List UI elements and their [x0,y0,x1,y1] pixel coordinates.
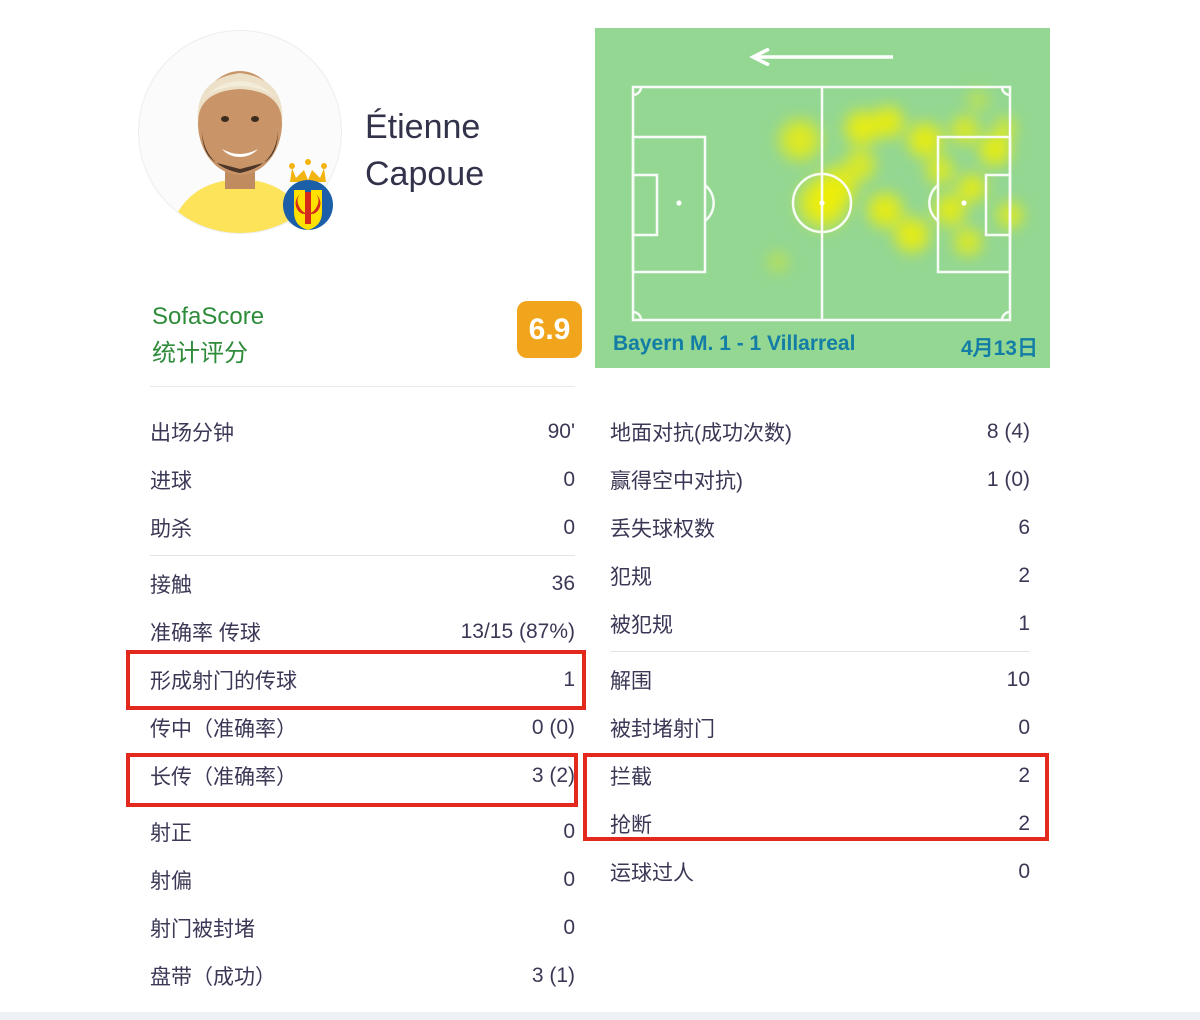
stat-row-key-passes: 形成射门的传球 1 [150,668,575,693]
stat-row-was-fouled: 被犯规 1 [610,612,1030,637]
stat-row-shots-off-target: 射偏 0 [150,868,575,893]
stat-row-goals: 进球 0 [150,468,575,493]
row-spacer [150,800,575,808]
villarreal-badge-icon [282,158,334,234]
rating-source-label: SofaScore 统计评分 [152,298,264,372]
match-info-bar[interactable]: Bayern M. 1 - 1 Villarreal 4月13日 [613,332,1038,362]
match-score-label[interactable]: Bayern M. 1 - 1 Villarreal [613,332,856,355]
stat-row-shots-on-target: 射正 0 [150,820,575,845]
stats-column-left: 出场分钟 90' 进球 0 助杀 0 接触 36 准确率 传球 13/15 (8… [150,408,575,1000]
stat-row-accurate-passes: 准确率 传球 13/15 (87%) [150,620,575,645]
stat-row-dribbled-past: 运球过人 0 [610,860,1030,885]
player-photo [138,30,342,234]
stat-row-touches: 接触 36 [150,572,575,597]
rating-caption: 统计评分 [152,340,248,367]
rating-value: 6.9 [528,312,571,346]
stats-divider [150,555,575,556]
stats-divider [610,651,1030,652]
match-date-label: 4月13日 [960,337,1038,360]
stat-row-shots-blocked: 射门被封堵 0 [150,916,575,941]
stat-row-aerial-duels: 赢得空中对抗) 1 (0) [610,468,1030,493]
stat-row-crosses: 传中（准确率） 0 (0) [150,716,575,741]
stat-row-fouls: 犯规 2 [610,564,1030,589]
stat-row-ground-duels: 地面对抗(成功次数) 8 (4) [610,420,1030,445]
stat-row-long-balls: 长传（准确率） 3 (2) [150,764,575,789]
section-divider [150,386,575,387]
player-name: Étienne Capoue [365,104,484,198]
stats-column-right: 地面对抗(成功次数) 8 (4) 赢得空中对抗) 1 (0) 丢失球权数 6 犯… [610,408,1030,896]
player-first-name: Étienne [365,108,481,146]
player-heatmap: Bayern M. 1 - 1 Villarreal 4月13日 [595,28,1050,368]
stat-row-possession-lost: 丢失球权数 6 [610,516,1030,541]
stat-row-clearances: 解围 10 [610,668,1030,693]
stat-row-minutes-played: 出场分钟 90' [150,420,575,445]
stat-row-blocked-shots: 被封堵射门 0 [610,716,1030,741]
stat-row-interceptions: 拦截 2 [610,764,1030,789]
rating-badge: 6.9 [517,301,582,358]
player-last-name: Capoue [365,155,485,193]
sofascore-label: SofaScore [152,303,265,330]
stat-row-dribbles: 盘带（成功） 3 (1) [150,964,575,989]
stat-row-assists: 助杀 0 [150,516,575,541]
pitch-lines [631,85,1012,322]
stat-row-tackles: 抢断 2 [610,812,1030,837]
player-portrait-illustration [139,31,341,233]
attack-direction-arrow-icon [749,48,893,66]
bottom-edge-strip [0,1012,1200,1020]
